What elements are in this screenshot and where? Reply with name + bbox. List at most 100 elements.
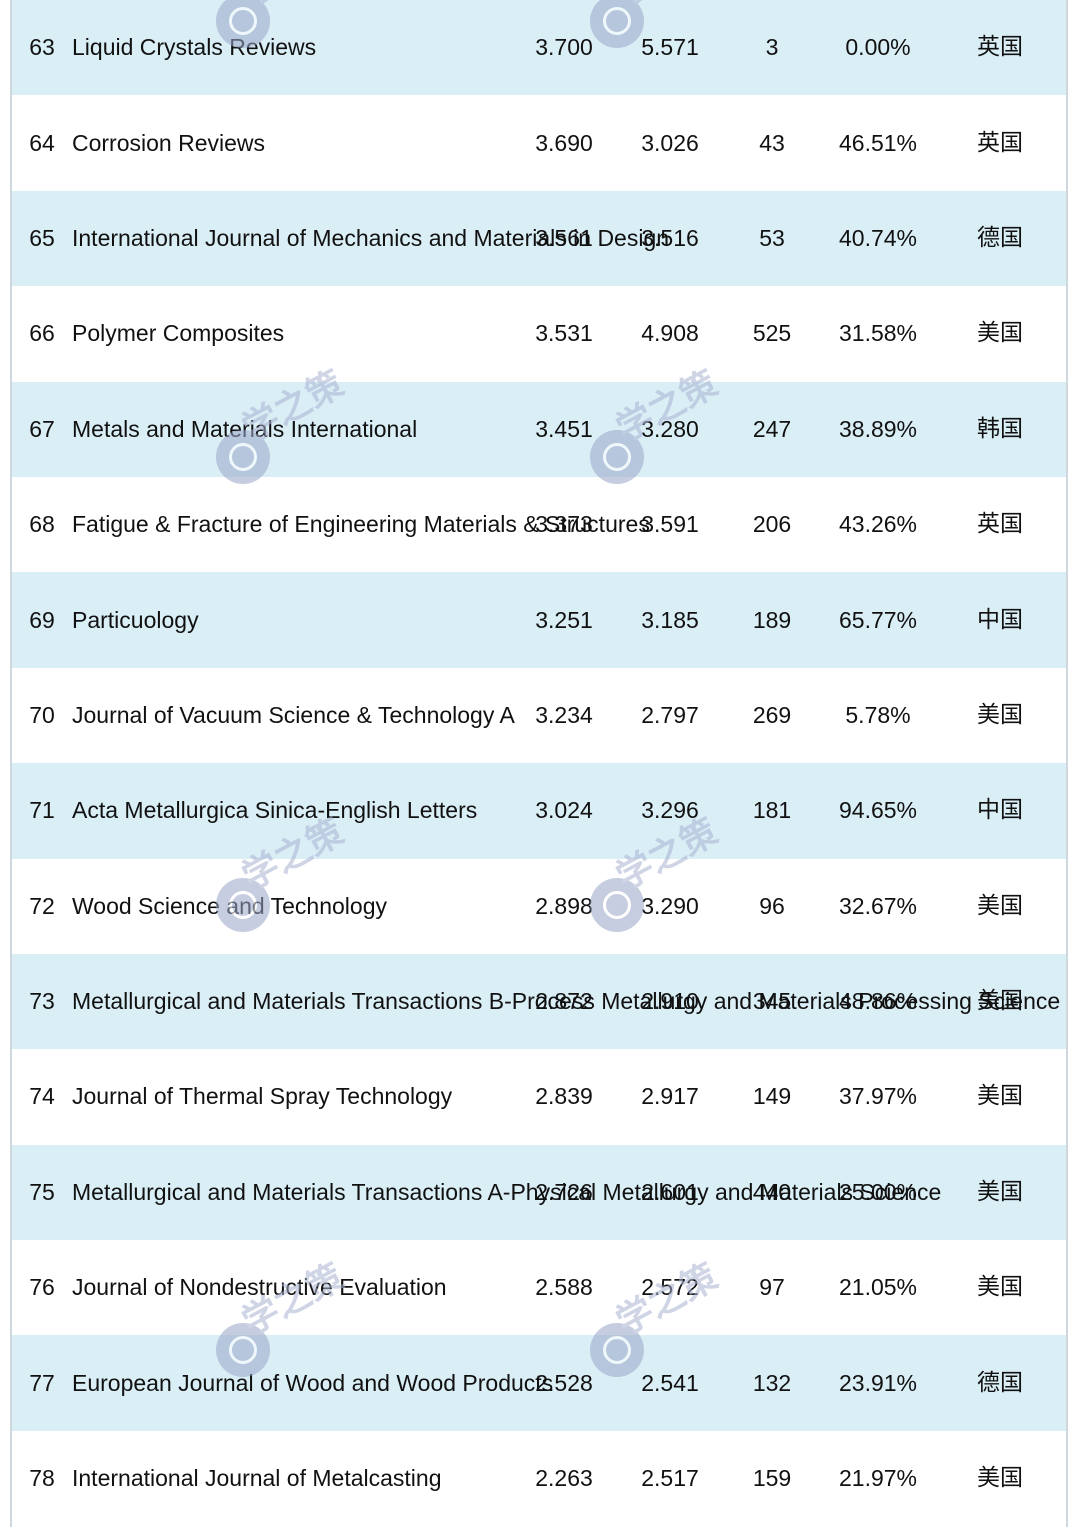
country-cell: 德国	[934, 190, 1066, 287]
country-cell: 美国	[977, 701, 1023, 728]
impact-factor-cell: 3.700	[510, 0, 618, 96]
impact-factor-cell: 3.251	[510, 572, 618, 668]
country-cell: 英国	[934, 0, 1066, 96]
five-year-impact-factor-cell: 2.601	[618, 1144, 722, 1241]
percentage-cell: 37.97%	[838, 1083, 917, 1110]
country-cell: 美国	[977, 1465, 1023, 1492]
journal-name-cell: Corrosion Reviews	[72, 129, 266, 156]
five-year-impact-factor-cell: 2.541	[618, 1335, 722, 1431]
percentage-cell: 94.65%	[822, 763, 934, 859]
article-count-cell: 149	[752, 1083, 792, 1110]
table-row: 69 Particuology 3.251 3.185 189 65.77% 中…	[12, 572, 1066, 668]
percentage-cell: 40.74%	[822, 190, 934, 287]
five-year-impact-factor-cell: 3.591	[641, 511, 699, 538]
journal-name-cell: International Journal of Metalcasting	[72, 1465, 442, 1492]
percentage-cell: 65.77%	[822, 572, 934, 668]
impact-factor-cell: 2.588	[535, 1274, 593, 1301]
rank-cell: 72	[29, 892, 55, 919]
rank-cell: 68	[29, 511, 55, 538]
table-row: 64 Corrosion Reviews 3.690 3.026 43 46.5…	[12, 95, 1066, 190]
table-row: 66 Polymer Composites 3.531 4.908 525 31…	[12, 286, 1066, 381]
table-row: 72 Wood Science and Technology 2.898 3.2…	[12, 859, 1066, 954]
article-count-cell: 132	[722, 1335, 822, 1431]
rank-cell: 67	[12, 381, 72, 477]
article-count-cell: 43	[759, 129, 785, 156]
rank-cell: 73	[12, 953, 72, 1050]
impact-factor-cell: 2.263	[535, 1465, 593, 1492]
impact-factor-cell: 2.872	[510, 953, 618, 1050]
impact-factor-cell: 3.234	[535, 701, 593, 728]
journal-name-cell: Journal of Vacuum Science & Technology A	[72, 701, 515, 728]
percentage-cell: 23.91%	[822, 1335, 934, 1431]
table-row: 63 Liquid Crystals Reviews 3.700 5.571 3…	[12, 0, 1066, 96]
percentage-cell: 48.86%	[822, 953, 934, 1050]
rank-cell: 76	[29, 1274, 55, 1301]
five-year-impact-factor-cell: 2.517	[641, 1465, 699, 1492]
article-count-cell: 96	[759, 892, 785, 919]
article-count-cell: 525	[752, 320, 792, 347]
article-count-cell: 97	[759, 1274, 785, 1301]
five-year-impact-factor-cell: 3.290	[641, 892, 699, 919]
rank-cell: 74	[29, 1083, 55, 1110]
percentage-cell: 43.26%	[838, 511, 917, 538]
five-year-impact-factor-cell: 3.026	[641, 129, 699, 156]
table-row: 71 Acta Metallurgica Sinica-English Lett…	[12, 763, 1066, 859]
impact-factor-cell: 3.531	[535, 320, 593, 347]
percentage-cell: 21.05%	[838, 1274, 917, 1301]
journal-name-cell: Metals and Materials International	[72, 381, 510, 477]
journal-name-cell: Liquid Crystals Reviews	[72, 0, 510, 96]
country-cell: 美国	[977, 320, 1023, 347]
journal-table: 63 Liquid Crystals Reviews 3.700 5.571 3…	[12, 0, 1066, 1526]
article-count-cell: 345	[722, 953, 822, 1050]
journal-name-cell: European Journal of Wood and Wood Produc…	[72, 1335, 553, 1431]
journal-table-body: 63 Liquid Crystals Reviews 3.700 5.571 3…	[12, 0, 1066, 1526]
percentage-cell: 38.89%	[822, 381, 934, 477]
impact-factor-cell: 2.839	[535, 1083, 593, 1110]
journal-name-cell: Fatigue & Fracture of Engineering Materi…	[72, 511, 650, 538]
journal-name-cell: Journal of Nondestructive Evaluation	[72, 1274, 447, 1301]
rank-cell: 64	[29, 129, 55, 156]
country-cell: 英国	[977, 129, 1023, 156]
rank-cell: 77	[12, 1335, 72, 1431]
five-year-impact-factor-cell: 2.797	[641, 701, 699, 728]
journal-name-cell: Particuology	[72, 572, 510, 668]
impact-factor-cell: 3.561	[510, 190, 618, 287]
country-cell: 美国	[977, 892, 1023, 919]
rank-cell: 70	[29, 701, 55, 728]
article-count-cell: 3	[722, 0, 822, 96]
article-count-cell: 440	[722, 1144, 822, 1241]
table-row: 74 Journal of Thermal Spray Technology 2…	[12, 1049, 1066, 1144]
country-cell: 韩国	[934, 381, 1066, 477]
table-row: 77 European Journal of Wood and Wood Pro…	[12, 1335, 1066, 1431]
rank-cell: 65	[12, 190, 72, 287]
impact-factor-cell: 3.373	[535, 511, 593, 538]
five-year-impact-factor-cell: 3.185	[618, 572, 722, 668]
country-cell: 美国	[977, 1083, 1023, 1110]
page-frame	[10, 0, 1068, 1527]
journal-name-cell: Wood Science and Technology	[72, 892, 387, 919]
journal-name-cell: International Journal of Mechanics and M…	[72, 190, 669, 287]
journal-name-cell: Metallurgical and Materials Transactions…	[72, 1144, 941, 1241]
journal-name-cell: Metallurgical and Materials Transactions…	[72, 953, 1060, 1050]
impact-factor-cell: 2.898	[535, 892, 593, 919]
rank-cell: 66	[29, 320, 55, 347]
percentage-cell: 46.51%	[838, 129, 917, 156]
table-row: 76 Journal of Nondestructive Evaluation …	[12, 1240, 1066, 1335]
journal-name-cell: Journal of Thermal Spray Technology	[72, 1083, 453, 1110]
table-row: 70 Journal of Vacuum Science & Technolog…	[12, 668, 1066, 763]
five-year-impact-factor-cell: 3.280	[618, 381, 722, 477]
rank-cell: 75	[12, 1144, 72, 1241]
country-cell: 美国	[934, 1144, 1066, 1241]
table-row: 73 Metallurgical and Materials Transacti…	[12, 953, 1066, 1050]
journal-name-cell: Acta Metallurgica Sinica-English Letters	[72, 763, 510, 859]
impact-factor-cell: 2.726	[510, 1144, 618, 1241]
five-year-impact-factor-cell: 2.917	[641, 1083, 699, 1110]
percentage-cell: 32.67%	[838, 892, 917, 919]
five-year-impact-factor-cell: 3.296	[618, 763, 722, 859]
rank-cell: 78	[29, 1465, 55, 1492]
percentage-cell: 31.58%	[838, 320, 917, 347]
country-cell: 英国	[977, 511, 1023, 538]
percentage-cell: 21.97%	[838, 1465, 917, 1492]
percentage-cell: 0.00%	[822, 0, 934, 96]
table-row: 75 Metallurgical and Materials Transacti…	[12, 1144, 1066, 1241]
